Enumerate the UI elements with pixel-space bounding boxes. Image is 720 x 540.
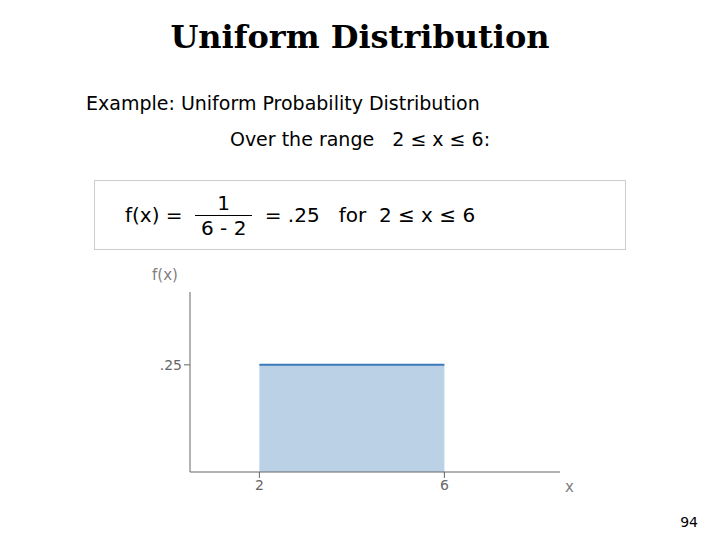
html-text:94: 94 <box>680 514 698 530</box>
svg-text:2: 2 <box>255 477 264 493</box>
html-text:Over the range 2 ≤ x ≤ 6:: Over the range 2 ≤ x ≤ 6: <box>229 128 491 150</box>
html-text:Example: Uniform Probability D: Example: Uniform Probability Distributio… <box>86 92 480 114</box>
svg-text:6: 6 <box>440 477 449 493</box>
html-text:= .25 for 2 ≤ x ≤ 6: = .25 for 2 ≤ x ≤ 6 <box>258 203 476 227</box>
html-text:1: 1 <box>217 190 230 215</box>
svg-text:f(x): f(x) <box>152 266 178 284</box>
svg-text:.25: .25 <box>160 357 182 373</box>
svg-text:x: x <box>565 478 574 496</box>
html-text:f(x) =: f(x) = <box>125 203 189 227</box>
html-text:Uniform Distribution: Uniform Distribution <box>170 18 550 56</box>
html-text:6 - 2: 6 - 2 <box>201 215 247 240</box>
